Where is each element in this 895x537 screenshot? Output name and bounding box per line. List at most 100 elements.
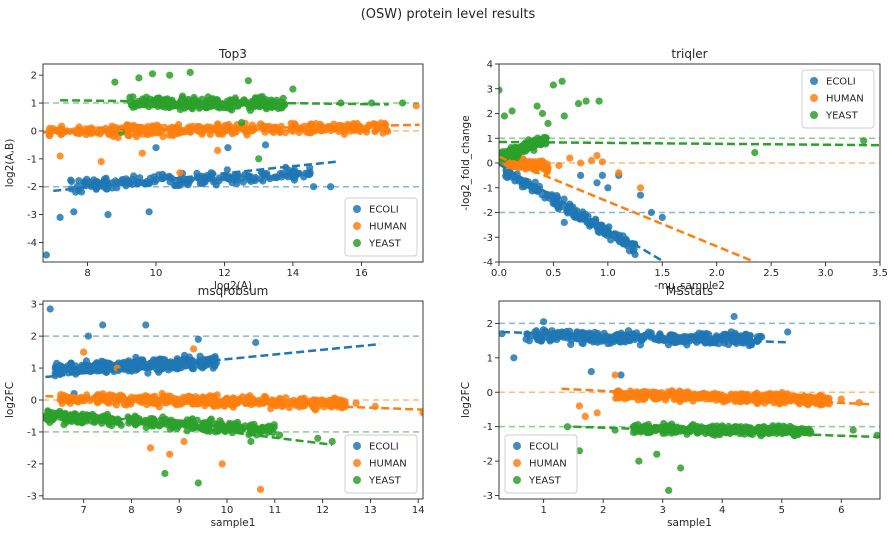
data-point <box>737 398 745 406</box>
y-tick-label: 2 <box>487 109 493 120</box>
data-point <box>617 371 625 379</box>
x-tick-label: 11 <box>268 505 281 516</box>
data-point <box>373 121 381 129</box>
data-point <box>549 81 558 89</box>
data-point <box>708 339 716 347</box>
data-point <box>130 172 138 180</box>
data-point <box>677 464 685 472</box>
data-point <box>56 213 64 221</box>
data-point <box>519 148 527 156</box>
data-point <box>60 367 68 375</box>
data-point <box>538 135 546 143</box>
legend-label-ecoli: ECOLI <box>369 442 399 453</box>
y-tick-label: -4 <box>27 238 37 249</box>
fit-line-yeast <box>573 425 880 439</box>
data-point <box>213 391 221 399</box>
data-point <box>244 173 252 181</box>
data-point <box>574 100 583 108</box>
y-tick-label: -1 <box>27 154 37 165</box>
legend-marker-yeast <box>513 476 521 484</box>
y-tick-label: 1 <box>31 364 37 375</box>
y-tick-label: -1 <box>483 183 493 194</box>
data-point <box>566 200 574 208</box>
fit-line-human <box>499 155 756 262</box>
series-yeast <box>43 407 336 487</box>
data-point <box>538 109 547 118</box>
data-point <box>675 425 683 434</box>
data-point <box>123 121 131 129</box>
y-tick-label: -2 <box>483 208 493 219</box>
data-point <box>665 486 673 494</box>
data-point <box>144 369 152 377</box>
data-point <box>670 395 678 404</box>
data-point <box>658 213 666 221</box>
chart-triqler: triqler 0.0 0.5 1.0 1.5 2.0 2.5 3.0 3.5 -4 -3 -2 -1 0… <box>460 47 888 292</box>
data-point <box>247 437 255 446</box>
legend: ECOLI HUMAN YEAST <box>504 434 578 494</box>
data-point <box>563 423 572 431</box>
x-axis-label: log2(A) <box>214 280 252 292</box>
data-point <box>226 423 235 431</box>
data-point <box>251 177 259 185</box>
legend-frame <box>344 434 418 494</box>
legend-label-ecoli: ECOLI <box>369 205 399 216</box>
legend-label-yeast: YEAST <box>368 476 402 487</box>
data-point <box>582 97 590 105</box>
data-point <box>62 418 70 426</box>
x-tick-label: 2.0 <box>709 268 725 279</box>
data-point <box>575 215 584 223</box>
y-tick-label: 0 <box>31 396 37 407</box>
data-point <box>97 158 105 166</box>
data-point <box>797 426 805 434</box>
x-axis-label: sample1 <box>211 517 256 529</box>
data-point <box>103 178 111 186</box>
data-point <box>641 395 649 403</box>
data-point <box>595 228 604 236</box>
legend-frame <box>344 197 418 257</box>
legend-label-human: HUMAN <box>369 459 407 470</box>
data-point <box>560 218 568 226</box>
x-tick-label: 14 <box>287 268 300 279</box>
series-human <box>45 102 420 177</box>
data-point <box>145 208 153 216</box>
y-tick-label: -1 <box>27 427 37 438</box>
data-point <box>53 359 61 367</box>
data-point <box>653 450 661 458</box>
data-point <box>180 437 188 446</box>
x-tick-label: 3 <box>660 505 666 516</box>
data-point <box>751 149 759 157</box>
data-point <box>644 328 653 336</box>
data-point <box>300 173 308 181</box>
data-point <box>232 420 240 428</box>
data-point <box>50 414 58 422</box>
legend-marker-ecoli <box>353 442 361 450</box>
data-point <box>99 362 107 370</box>
data-point <box>67 177 76 185</box>
data-point <box>598 158 607 166</box>
data-point <box>79 363 87 371</box>
data-point <box>302 128 310 136</box>
data-point <box>535 160 544 168</box>
plot-area <box>43 305 423 493</box>
legend-frame <box>504 434 578 494</box>
data-point <box>253 431 261 439</box>
data-point <box>575 447 584 455</box>
data-point <box>615 169 623 177</box>
data-point <box>67 359 75 367</box>
data-point <box>147 359 155 367</box>
axes-frame <box>42 63 424 263</box>
x-tick-label: 1.5 <box>654 268 670 279</box>
data-point <box>597 337 605 345</box>
x-tick-label: 10 <box>221 505 234 516</box>
data-point <box>690 424 698 432</box>
data-point <box>166 71 174 79</box>
y-axis-label: log2FC <box>4 382 16 418</box>
data-point <box>500 112 508 120</box>
data-point <box>722 333 730 341</box>
data-point <box>605 229 613 238</box>
chart-title: MSstats <box>666 284 713 298</box>
data-point <box>837 395 845 403</box>
data-point <box>586 222 594 230</box>
